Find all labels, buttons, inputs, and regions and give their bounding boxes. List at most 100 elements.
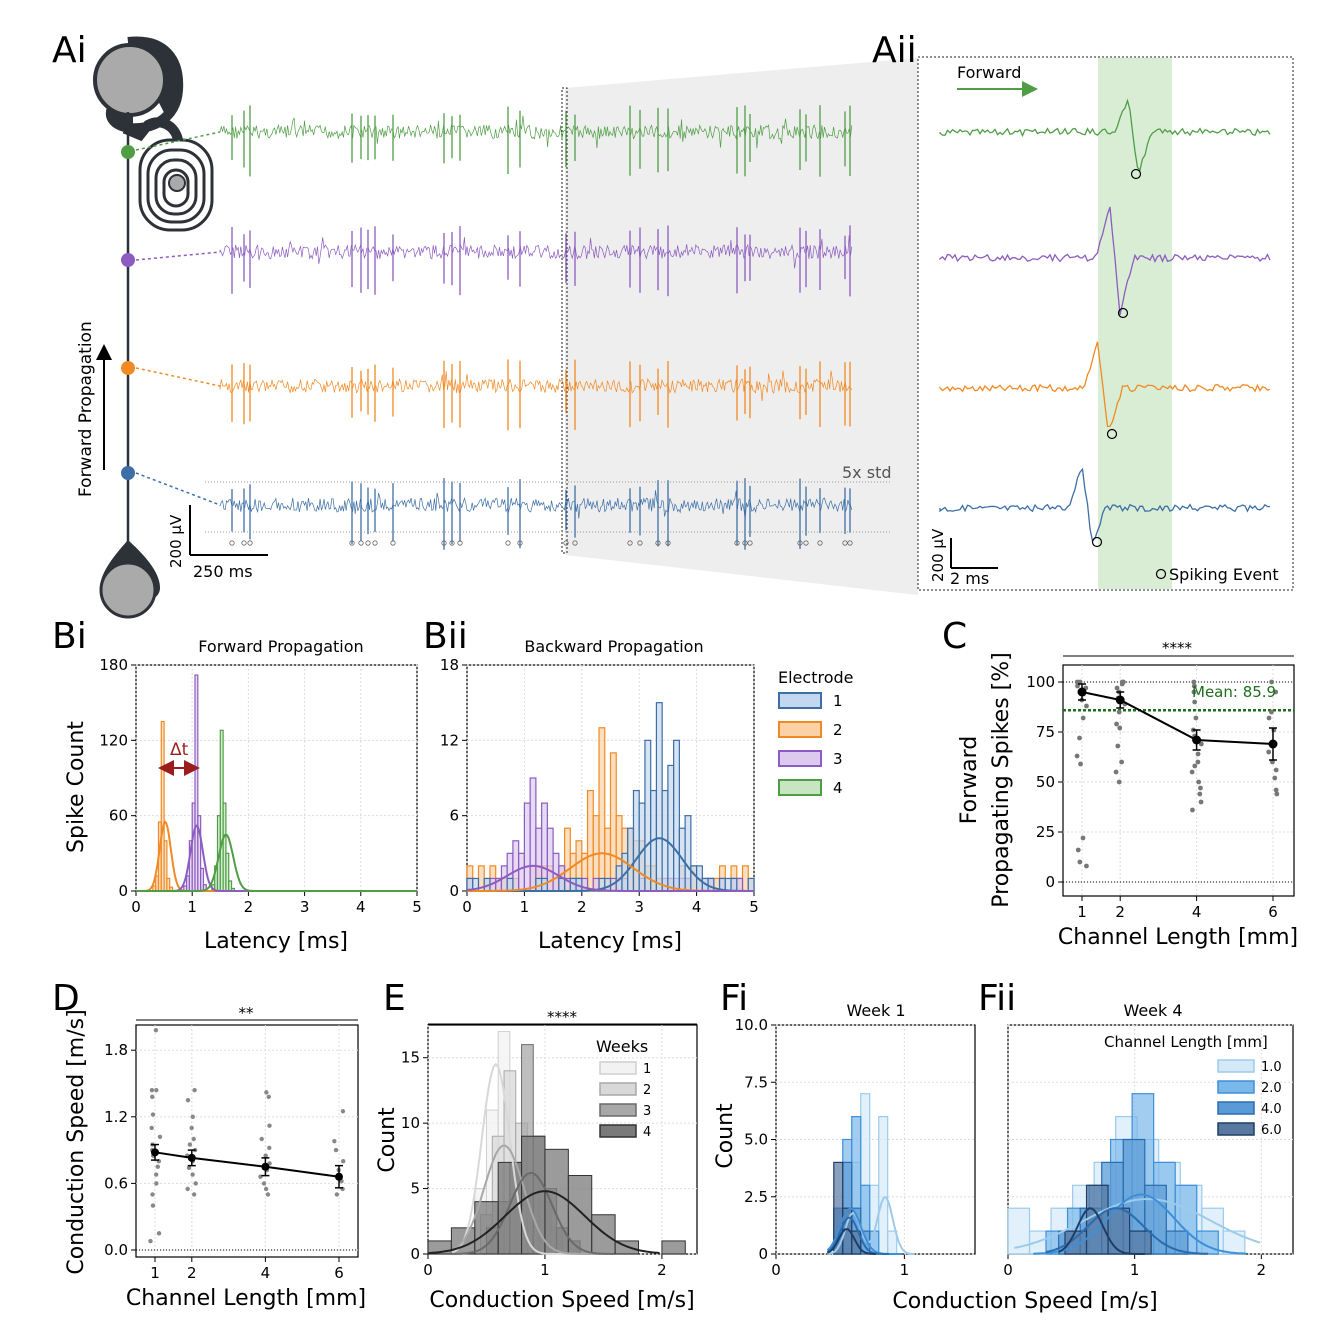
- fi-fit-4: [826, 1216, 889, 1255]
- c-point: [1190, 807, 1195, 813]
- d-point: [267, 1123, 272, 1128]
- d-point: [334, 1192, 340, 1197]
- d-point: [150, 1192, 155, 1197]
- d-point: [154, 1087, 159, 1093]
- spike-waveform-electrode-2: [939, 341, 1271, 428]
- channel-length-legend-swatch: [1217, 1059, 1255, 1073]
- d-frame: [135, 1024, 359, 1258]
- bi-xtick-label: 2: [244, 898, 254, 916]
- c-point: [1193, 715, 1199, 721]
- bii-bar-e1: [632, 789, 640, 892]
- bii-ytick-label: 18: [440, 656, 459, 674]
- bi-ytick-label: 120: [99, 731, 128, 749]
- panel-label-e: E: [383, 978, 406, 1019]
- bii-ytick-label: 12: [440, 731, 459, 749]
- weeks-legend-swatch: [599, 1124, 637, 1138]
- d-point: [150, 1112, 156, 1117]
- c-point: [1077, 735, 1082, 741]
- fi-bar-1.0: [878, 1115, 889, 1255]
- f-xlabel: Conduction Speed [m/s]: [892, 1289, 1157, 1314]
- bi-ytick-label: 180: [99, 656, 128, 674]
- panel-label-bi: Bi: [52, 616, 87, 657]
- c-mean-point: [1192, 735, 1202, 745]
- scale-uv-aii: 200 µV: [929, 528, 947, 582]
- c-point: [1114, 721, 1119, 727]
- d-point: [265, 1192, 271, 1197]
- bi-fit-e4: [136, 833, 417, 892]
- d-point: [187, 1142, 193, 1147]
- bi-fit-e2: [136, 820, 417, 892]
- e-bar-week-4: [591, 1214, 616, 1255]
- e-xlabel: Conduction Speed [m/s]: [429, 1288, 694, 1313]
- d-point: [192, 1087, 197, 1093]
- weeks-legend-swatch: [599, 1061, 637, 1075]
- bi-xtick-label: 1: [187, 898, 197, 916]
- c-plot: 1 2 4 6 0 25 50 75 100: [1026, 655, 1295, 921]
- c-point: [1077, 679, 1083, 685]
- d-point: [154, 1181, 159, 1186]
- bii-bar-e1: [627, 827, 635, 892]
- e-ytick-label: 15: [401, 1049, 420, 1067]
- d-point: [190, 1172, 195, 1177]
- fi-ytick-label: 5.0: [744, 1131, 768, 1149]
- d-point: [333, 1147, 339, 1153]
- d-point: [186, 1165, 192, 1171]
- c-xtick-label: 1: [1077, 903, 1087, 921]
- e-xtick-label: 2: [657, 1261, 667, 1279]
- weeks-legend-title: Weeks: [596, 1037, 648, 1056]
- bii-bar-e2: [741, 865, 749, 892]
- bii-bar-e1: [655, 702, 663, 892]
- d-mean-trend: [154, 1151, 340, 1178]
- c-point: [1266, 715, 1272, 721]
- d-xtick-label: 6: [334, 1264, 344, 1282]
- c-point: [1189, 769, 1195, 775]
- c-point: [1191, 679, 1197, 685]
- bii-bar-e3: [529, 777, 537, 892]
- d-point: [340, 1109, 346, 1114]
- bii-bar-e2: [598, 727, 606, 892]
- fi-xtick-label: 1: [900, 1261, 910, 1279]
- scale-uv-ai: 200 µV: [167, 514, 185, 568]
- spike-marker: [372, 540, 378, 546]
- d-point: [153, 1028, 159, 1033]
- d-xtick-label: 4: [261, 1264, 271, 1282]
- d-point: [261, 1181, 267, 1186]
- spike-marker: [817, 540, 823, 546]
- c-xlabel: Channel Length [mm]: [1058, 925, 1298, 950]
- fii-xtick-label: 1: [1130, 1261, 1140, 1279]
- e-xtick-label: 1: [540, 1261, 550, 1279]
- d-mean-point: [187, 1153, 196, 1162]
- trace-electrode-4: [219, 115, 853, 149]
- c-ylabel-2: Propagating Spikes [%]: [989, 652, 1014, 908]
- c-point: [1266, 749, 1272, 755]
- spike-marker: [390, 540, 396, 546]
- spike-marker: [229, 540, 235, 546]
- bii-title: Backward Propagation: [524, 637, 703, 656]
- trace-electrode-2: [219, 370, 853, 402]
- channel-length-legend-label: 4.0: [1261, 1102, 1282, 1117]
- d-point: [185, 1097, 191, 1103]
- c-point: [1192, 699, 1198, 705]
- bii-fit-e3: [466, 864, 754, 892]
- fii-fit-4: [1045, 1207, 1209, 1255]
- c-point: [1084, 703, 1089, 709]
- d-xtick-label: 2: [187, 1264, 197, 1282]
- c-mean-trend: [1081, 691, 1274, 745]
- zoom-shade: [565, 58, 918, 595]
- c-frame: [1062, 664, 1295, 897]
- c-point: [1113, 769, 1119, 775]
- spike-marker: [563, 540, 569, 546]
- c-point: [1074, 753, 1080, 759]
- d-point: [191, 1192, 197, 1197]
- d-mean-point: [261, 1162, 270, 1171]
- c-point: [1198, 785, 1203, 791]
- d-xlabel: Channel Length [mm]: [126, 1286, 366, 1311]
- spike-marker: [655, 540, 661, 546]
- d-point: [150, 1094, 155, 1100]
- bi-xtick-label: 3: [300, 898, 310, 916]
- bi-histogram: 0 1 2 3 4 5 0 60 120 180: [99, 656, 421, 916]
- spike-marker: [803, 540, 809, 546]
- weeks-legend-swatch: [599, 1103, 637, 1117]
- c-point: [1080, 835, 1086, 841]
- electrode-legend-label: 4: [833, 779, 843, 797]
